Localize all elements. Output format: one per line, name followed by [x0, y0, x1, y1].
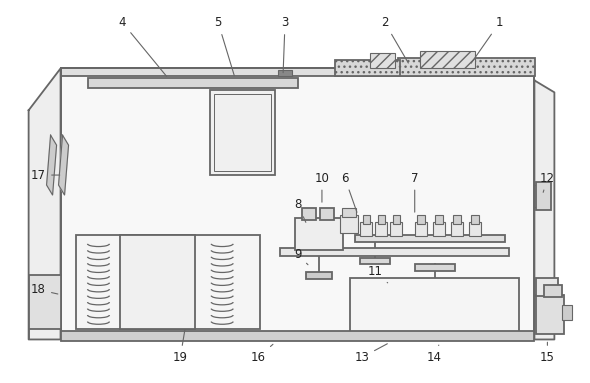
- Text: 15: 15: [540, 342, 555, 364]
- Text: 5: 5: [215, 16, 234, 76]
- Bar: [214, 94, 271, 171]
- Bar: [350, 278, 519, 336]
- Bar: [536, 278, 558, 296]
- Bar: [468, 222, 481, 236]
- Bar: [375, 222, 387, 236]
- Bar: [453, 215, 461, 224]
- Bar: [29, 275, 61, 329]
- Bar: [435, 215, 442, 224]
- Bar: [61, 332, 535, 342]
- Bar: [120, 235, 195, 329]
- Bar: [320, 208, 334, 220]
- Bar: [61, 69, 535, 339]
- Bar: [88, 79, 298, 88]
- Bar: [360, 222, 372, 236]
- Bar: [415, 264, 455, 271]
- Bar: [419, 51, 474, 69]
- Text: 6: 6: [341, 172, 357, 212]
- Bar: [562, 304, 572, 319]
- Bar: [363, 215, 370, 224]
- Text: 3: 3: [281, 16, 289, 73]
- Bar: [390, 222, 402, 236]
- Text: 14: 14: [427, 345, 442, 364]
- Bar: [398, 59, 536, 77]
- Text: 19: 19: [173, 330, 188, 364]
- Text: 13: 13: [355, 344, 387, 364]
- Polygon shape: [29, 69, 61, 339]
- Text: 7: 7: [411, 172, 418, 212]
- Bar: [340, 215, 358, 233]
- Bar: [76, 235, 260, 329]
- Bar: [545, 285, 562, 296]
- Polygon shape: [535, 80, 555, 339]
- Bar: [302, 208, 316, 220]
- Bar: [432, 222, 445, 236]
- Text: 8: 8: [294, 198, 306, 223]
- Bar: [61, 69, 535, 77]
- Text: 1: 1: [471, 16, 503, 63]
- Text: 12: 12: [540, 172, 555, 192]
- Bar: [370, 52, 395, 69]
- Bar: [536, 182, 552, 210]
- Bar: [335, 61, 400, 77]
- Bar: [393, 215, 400, 224]
- Text: 18: 18: [31, 283, 58, 296]
- Text: 16: 16: [251, 344, 273, 364]
- Bar: [471, 215, 478, 224]
- Bar: [306, 272, 332, 279]
- Bar: [536, 295, 565, 334]
- Text: 10: 10: [314, 172, 329, 202]
- Text: 2: 2: [381, 16, 408, 63]
- Bar: [415, 222, 427, 236]
- Bar: [210, 90, 275, 175]
- Bar: [342, 208, 356, 217]
- Bar: [295, 218, 343, 250]
- Bar: [378, 215, 385, 224]
- Bar: [355, 235, 504, 242]
- Polygon shape: [47, 135, 57, 195]
- Bar: [280, 248, 510, 256]
- Text: 4: 4: [119, 16, 166, 76]
- Text: 9: 9: [294, 248, 308, 265]
- Bar: [278, 70, 292, 77]
- Bar: [360, 258, 390, 264]
- Polygon shape: [58, 135, 68, 195]
- Text: 17: 17: [31, 169, 60, 182]
- Bar: [417, 215, 425, 224]
- Bar: [451, 222, 463, 236]
- Text: 11: 11: [368, 265, 388, 283]
